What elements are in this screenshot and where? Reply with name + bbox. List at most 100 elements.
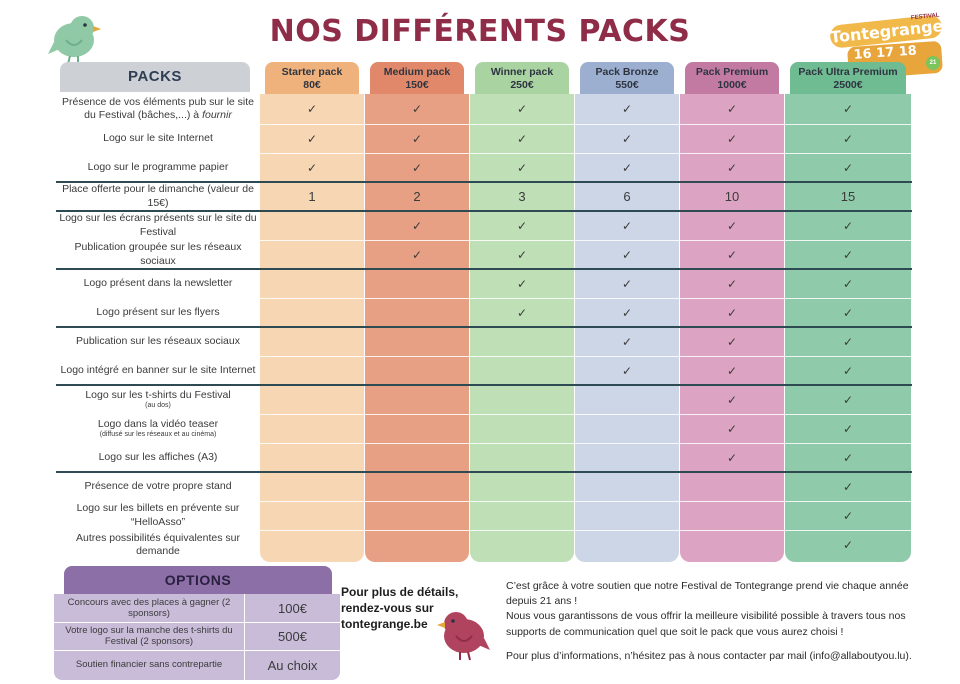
cell-value: 2: [413, 189, 421, 204]
festival-logo: Tontegrange FESTIVAL 16 17 18 MAI 21: [829, 13, 944, 80]
feature-label-main: Présence de votre propre stand: [84, 479, 232, 492]
feature-label: Logo sur les billets en prévente sur “He…: [56, 501, 260, 530]
feature-label-text: Logo dans la vidéo teaser: [98, 418, 218, 431]
page-title: NOS DIFFÉRENTS PACKS: [269, 14, 691, 49]
feature-label: Autres possibilités équivalentes sur dem…: [56, 530, 260, 560]
feature-label-main: Logo sur le site Internet: [103, 131, 213, 144]
pack-name: Medium pack: [383, 66, 451, 78]
feature-label-text: Logo sur les t-shirts du Festival: [85, 389, 230, 402]
feature-label-main: Logo sur le programme papier: [87, 160, 229, 173]
check-icon: ✓: [842, 508, 854, 523]
check-icon: ✓: [842, 131, 854, 146]
feature-label-note: (au dos): [145, 402, 171, 410]
check-icon: ✓: [726, 276, 738, 291]
feature-label-main: Autres possibilités équivalentes sur dem…: [75, 531, 240, 557]
row-divider: [56, 268, 912, 270]
feature-label-text: Présence de vos éléments pub sur le site…: [56, 96, 260, 122]
check-icon: ✓: [621, 218, 633, 233]
check-icon: ✓: [621, 102, 633, 116]
row-divider: [56, 471, 912, 473]
check-icon: ✓: [842, 160, 854, 175]
check-icon: ✓: [842, 479, 854, 494]
info-contact: Pour plus d’informations, n’hésitez pas …: [506, 649, 912, 662]
check-icon: ✓: [306, 131, 318, 146]
feature-label: Logo présent sur les flyers: [56, 298, 260, 327]
feature-label-main: Logo sur les affiches (A3): [98, 450, 218, 463]
row-divider: [56, 298, 912, 299]
option-price: 100€: [244, 594, 340, 622]
option-row: Concours avec des places à gagner (2 spo…: [54, 594, 340, 622]
feature-label: Logo dans la vidéo teaser (diffusé sur le…: [56, 414, 260, 443]
row-divider: [56, 384, 912, 386]
feature-label: Logo intégré en banner sur le site Inter…: [56, 356, 260, 385]
feature-label-text: Publication groupée sur les réseaux soci…: [56, 241, 260, 267]
check-icon: ✓: [516, 160, 528, 175]
pack-header: Pack Bronze 550€: [580, 62, 674, 94]
cell-value: 10: [724, 189, 740, 204]
pack-name: Pack Ultra Premium: [798, 66, 898, 78]
feature-label: Logo sur le programme papier: [56, 153, 260, 182]
option-row: Votre logo sur la manche des t-shirts du…: [54, 622, 340, 650]
check-icon: ✓: [411, 131, 423, 146]
details-text: Pour plus de détails, rendez-vous sur to…: [341, 585, 459, 632]
feature-label: Logo sur les t-shirts du Festival (au dos…: [56, 385, 260, 414]
cell-value: 15: [840, 189, 856, 204]
check-icon: ✓: [621, 334, 633, 349]
feature-label-text: Logo sur le site Internet: [103, 132, 213, 145]
check-icon: ✓: [842, 392, 854, 407]
options-header: OPTIONS: [64, 566, 332, 594]
pack-column: [575, 94, 679, 562]
option-price: 500€: [244, 622, 340, 650]
check-icon: ✓: [842, 363, 854, 378]
check-icon: ✓: [842, 334, 854, 349]
pack-header: Pack Ultra Premium 2500€: [790, 62, 906, 94]
cell-value: 1: [308, 189, 316, 204]
check-icon: ✓: [516, 131, 528, 146]
feature-label-text: Logo intégré en banner sur le site Inter…: [61, 364, 256, 377]
check-icon: ✓: [516, 102, 528, 116]
feature-label-main: Logo sur les billets en prévente sur “He…: [76, 502, 240, 528]
feature-label: Logo présent dans la newsletter: [56, 269, 260, 298]
check-icon: ✓: [842, 247, 854, 262]
row-divider: [56, 153, 912, 154]
check-icon: ✓: [842, 276, 854, 291]
check-icon: ✓: [726, 102, 738, 116]
feature-label-main: Logo présent dans la newsletter: [83, 276, 233, 289]
check-icon: ✓: [621, 305, 633, 320]
option-label: Soutien financier sans contrepartie: [75, 659, 223, 671]
option-price: Au choix: [244, 650, 340, 680]
feature-label-text: Logo présent sur les flyers: [96, 306, 219, 319]
row-divider: [56, 356, 912, 357]
feature-label-main: Logo intégré en banner sur le site Inter…: [60, 363, 256, 376]
feature-label-text: Présence de votre propre stand: [84, 480, 231, 493]
feature-label-text: Logo sur les billets en prévente sur “He…: [56, 502, 260, 528]
pack-name: Winner pack: [490, 66, 554, 78]
check-icon: ✓: [726, 160, 738, 175]
feature-label: Présence de vos éléments pub sur le site…: [56, 94, 260, 124]
row-divider: [56, 443, 912, 444]
check-icon: ✓: [726, 131, 738, 146]
pack-name: Pack Bronze: [595, 66, 659, 78]
pack-header: Medium pack 150€: [370, 62, 464, 94]
row-divider: [56, 414, 912, 415]
feature-label-main: Logo sur les écrans présents sur le site…: [59, 212, 257, 238]
row-divider: [56, 240, 912, 241]
row-divider: [56, 181, 912, 183]
pack-header: Pack Premium 1000€: [685, 62, 779, 94]
pack-column: [680, 94, 784, 562]
cell-value: 3: [518, 189, 526, 204]
row-divider: [56, 326, 912, 328]
feature-label-main: Publication sur les réseaux sociaux: [75, 334, 240, 347]
pack-price: 1000€: [717, 78, 747, 91]
check-icon: ✓: [842, 305, 854, 320]
check-icon: ✓: [842, 450, 854, 465]
feature-label-main: Publication groupée sur les réseaux soci…: [74, 241, 242, 267]
feature-label-main: Logo présent sur les flyers: [96, 305, 220, 318]
feature-label: Place offerte pour le dimanche (valeur d…: [56, 182, 260, 211]
feature-label-text: Autres possibilités équivalentes sur dem…: [56, 532, 260, 558]
pack-price: 80€: [303, 78, 321, 91]
check-icon: ✓: [306, 160, 318, 175]
cell-value: 6: [623, 189, 631, 204]
check-icon: ✓: [726, 421, 738, 436]
check-icon: ✓: [726, 218, 738, 233]
